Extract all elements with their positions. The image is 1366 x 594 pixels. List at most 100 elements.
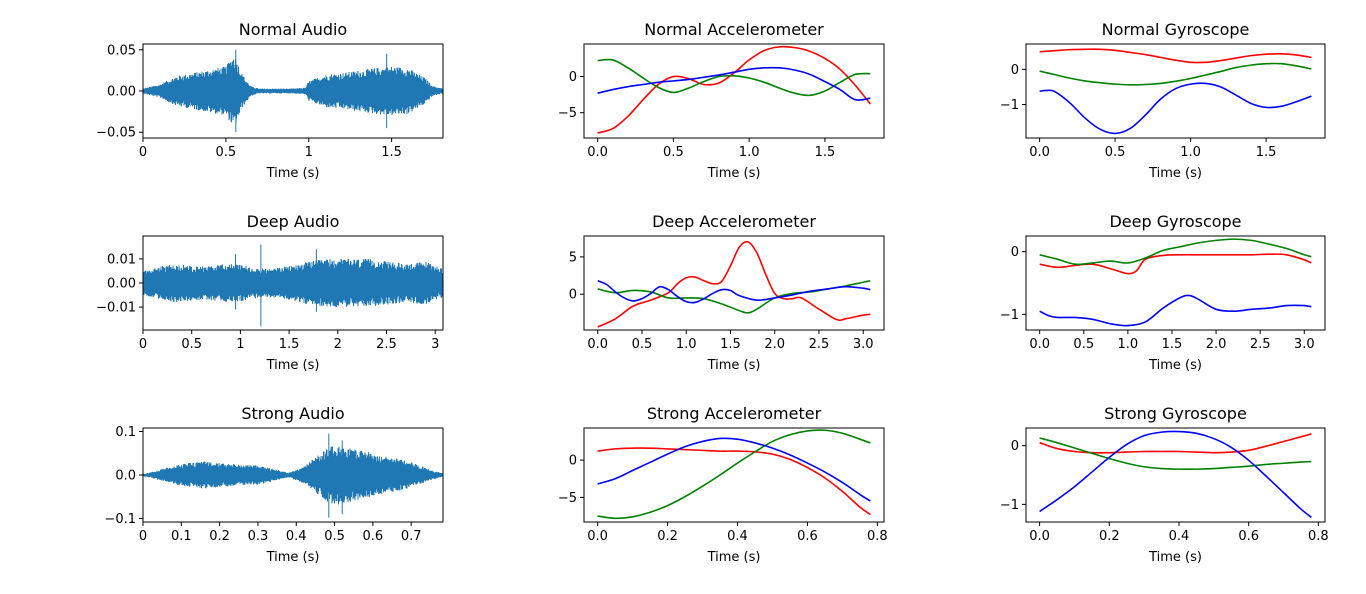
x-tick-label: 0.0 [1029, 337, 1050, 352]
panel-title: Deep Accelerometer [652, 212, 816, 231]
x-tick-label: 1.5 [720, 337, 741, 352]
series-line-green [597, 279, 871, 314]
y-tick-label: −1 [1000, 498, 1019, 513]
x-tick-label: 0.6 [1238, 529, 1259, 544]
x-tick-label: 0.6 [797, 529, 818, 544]
series-line-red [1039, 48, 1312, 64]
x-tick-label: 2.0 [1206, 337, 1227, 352]
x-tick-label: 1.5 [1256, 145, 1277, 160]
x-tick-label: 1 [236, 337, 244, 352]
y-tick-label: 0 [1011, 63, 1019, 78]
x-tick-label: 0.8 [1308, 529, 1329, 544]
x-tick-label: 0.2 [209, 529, 230, 544]
x-tick-label: 0 [139, 337, 147, 352]
y-tick-label: −0.01 [96, 301, 136, 316]
y-tick-label: 5 [569, 250, 577, 265]
axes-frame [1025, 235, 1326, 331]
x-tick-label: 2.5 [376, 337, 397, 352]
panel-title: Deep Audio [247, 212, 340, 231]
series-line-red [597, 45, 871, 134]
y-tick-label: −5 [558, 491, 577, 506]
y-tick-label: 0.00 [107, 85, 136, 100]
x-tick-label: 1.0 [1118, 337, 1139, 352]
panel-strong-audio: Strong Audio 0 0.1 0.2 0.3 0.4 0.5 0.6 0.7 −0.1 0.… [104, 404, 444, 565]
y-tick-label: 0 [1011, 439, 1019, 454]
x-axis-label: Time (s) [707, 550, 761, 565]
plot-area [143, 433, 443, 518]
series-line-blue [597, 280, 871, 304]
panel-title: Strong Gyroscope [1104, 404, 1247, 423]
x-tick-label: 0.5 [632, 337, 653, 352]
x-tick-label: 2.5 [1250, 337, 1271, 352]
audio-waveform [143, 433, 443, 518]
x-axis-label: Time (s) [266, 550, 320, 565]
series-line-blue [597, 437, 871, 502]
panel-title: Normal Gyroscope [1102, 20, 1250, 39]
panel-title: Strong Audio [241, 404, 344, 423]
audio-waveform [143, 244, 443, 327]
series-line-blue [1039, 430, 1312, 518]
plot-area [1039, 238, 1312, 327]
plot-area [143, 244, 443, 327]
x-tick-label: 0.0 [1029, 529, 1050, 544]
x-tick-label: 0.1 [171, 529, 192, 544]
x-tick-label: 1.5 [1162, 337, 1183, 352]
panel-normal-accelerometer: Normal Accelerometer 0.0 0.5 1.0 1.5 −5 0 Time … [558, 20, 885, 181]
x-tick-label: 0.4 [286, 529, 307, 544]
plot-area [597, 240, 871, 328]
x-tick-label: 0.7 [401, 529, 422, 544]
x-tick-label: 1.5 [815, 145, 836, 160]
series-line-green [597, 429, 871, 520]
axes-frame [1025, 43, 1326, 139]
plot-area [597, 45, 871, 134]
panel-deep-audio: Deep Audio 0 0.5 1 1.5 2 2.5 3 −0.01 0.00 0.01 Time… [96, 212, 444, 373]
y-tick-label: −5 [558, 106, 577, 121]
x-tick-label: 2.0 [764, 337, 785, 352]
y-tick-label: −1 [1000, 308, 1019, 323]
y-tick-label: 0.1 [115, 425, 136, 440]
x-tick-label: 0.5 [324, 529, 345, 544]
x-tick-label: 0.5 [216, 145, 237, 160]
y-tick-label: 0 [569, 454, 577, 469]
y-tick-label: 0.00 [107, 277, 136, 292]
x-tick-label: 3 [431, 337, 439, 352]
x-tick-label: 0.0 [587, 529, 608, 544]
x-tick-label: 0.8 [867, 529, 888, 544]
x-tick-label: 0.2 [1099, 529, 1120, 544]
x-tick-label: 2.5 [809, 337, 830, 352]
x-tick-label: 0.5 [181, 337, 202, 352]
panel-title: Normal Accelerometer [644, 20, 824, 39]
panel-title: Strong Accelerometer [647, 404, 822, 423]
panel-normal-audio: Normal Audio 0 0.5 1 1.5 −0.05 0.00 0.05 Time (s… [96, 20, 444, 181]
plot-area [1039, 430, 1312, 518]
series-line-blue [1039, 82, 1312, 135]
plot-area [143, 49, 443, 133]
x-tick-label: 1.0 [1180, 145, 1201, 160]
x-axis-label: Time (s) [1148, 550, 1202, 565]
y-tick-label: 0.05 [107, 43, 136, 58]
axes-frame [583, 427, 885, 523]
x-tick-label: 1.5 [381, 145, 402, 160]
series-line-green [1039, 238, 1312, 266]
axes-frame [583, 235, 885, 331]
x-axis-label: Time (s) [707, 358, 761, 373]
y-tick-label: −1 [1000, 98, 1019, 113]
plot-area [1039, 48, 1312, 135]
panel-title: Deep Gyroscope [1109, 212, 1241, 231]
x-tick-label: 0.5 [1105, 145, 1126, 160]
y-tick-label: 0.01 [107, 252, 136, 267]
x-tick-label: 3.0 [853, 337, 874, 352]
plot-area [597, 429, 871, 520]
x-tick-label: 0.0 [587, 145, 608, 160]
x-tick-label: 0.4 [727, 529, 748, 544]
x-tick-label: 1.0 [676, 337, 697, 352]
y-tick-label: −0.1 [104, 512, 136, 527]
panel-title: Normal Audio [239, 20, 347, 39]
x-tick-label: 0.6 [363, 529, 384, 544]
series-line-green [1039, 437, 1312, 470]
series-line-blue [1039, 294, 1312, 327]
x-tick-label: 1.0 [739, 145, 760, 160]
x-axis-label: Time (s) [266, 166, 320, 181]
x-tick-label: 1 [305, 145, 313, 160]
